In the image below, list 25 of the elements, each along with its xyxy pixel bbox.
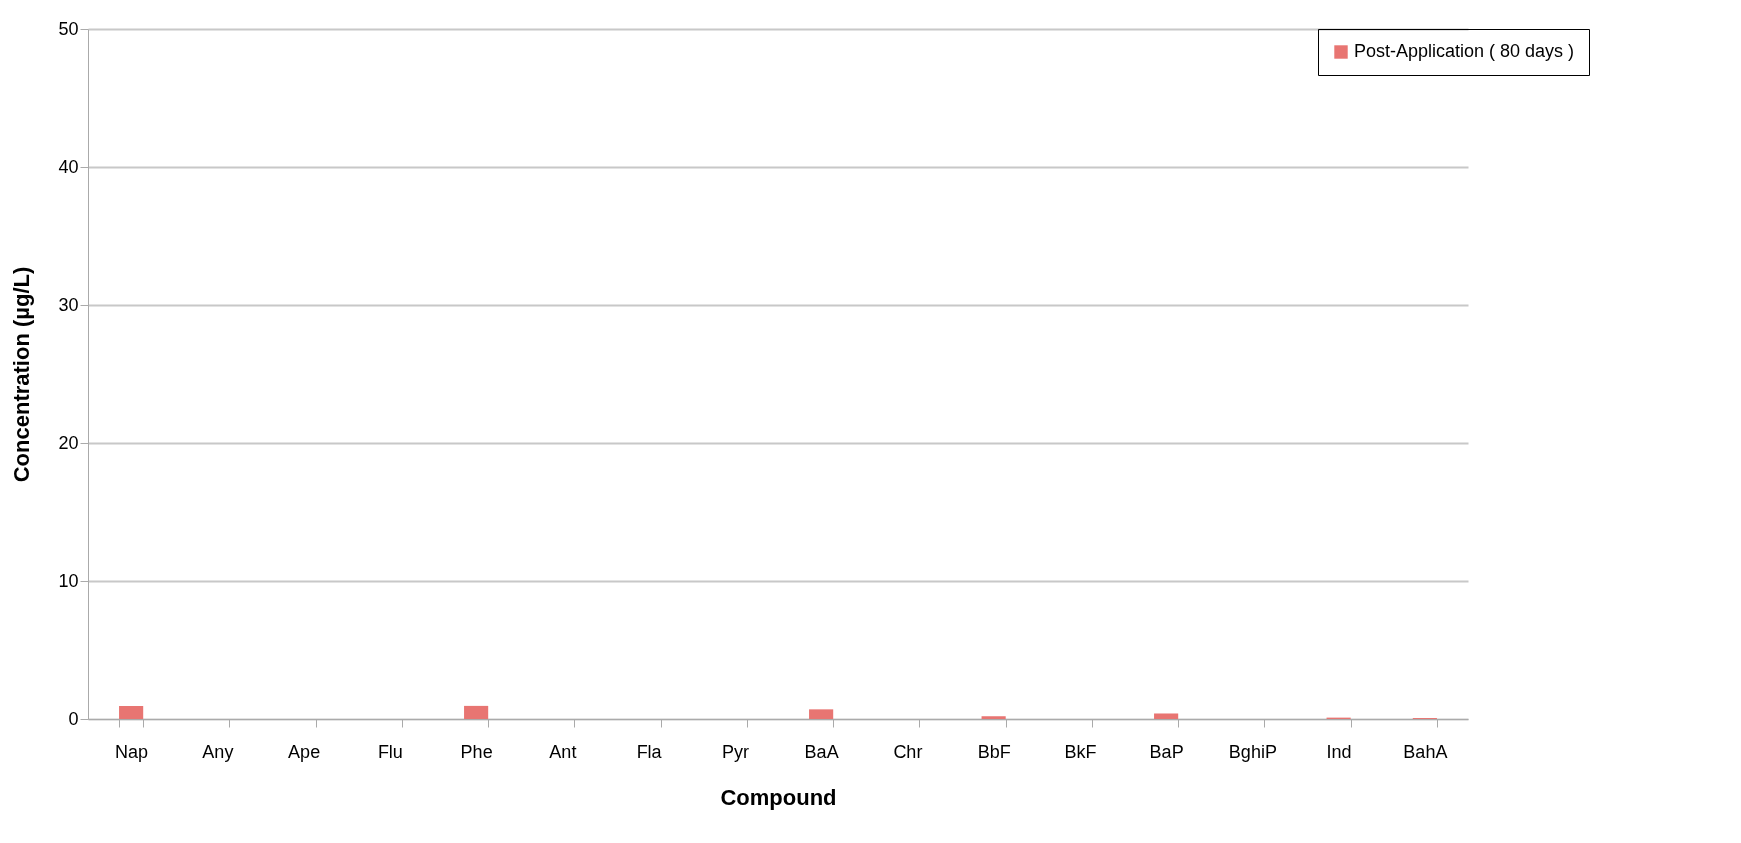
x-tick-label: Ind <box>1326 741 1352 762</box>
y-tick-label: 30 <box>58 294 79 315</box>
x-tick-label: Chr <box>893 741 923 762</box>
x-tick-label: BaP <box>1149 741 1184 762</box>
x-tick-label: BkF <box>1064 741 1097 762</box>
x-tick-label: Any <box>202 741 234 762</box>
y-axis-title: Concentration (µg/L) <box>9 266 35 483</box>
x-tick-label: Flu <box>377 741 403 762</box>
x-tick-label: Pyr <box>721 741 749 762</box>
y-tick-label: 20 <box>58 432 79 453</box>
x-axis-title: Compound <box>720 784 837 810</box>
y-tick-label: 10 <box>58 570 79 591</box>
x-tick-label: Fla <box>636 741 663 762</box>
y-tick-label: 40 <box>58 156 79 177</box>
x-tick-label: Ape <box>288 741 321 762</box>
y-tick-label: 50 <box>58 18 79 39</box>
x-tick-label: BbF <box>977 741 1011 762</box>
x-tick-label: BaA <box>804 741 839 762</box>
y-tick-label: 0 <box>68 708 79 729</box>
x-tick-label: BahA <box>1403 741 1448 762</box>
x-tick-label: Nap <box>115 741 149 762</box>
legend-label: Post-Application ( 80 days ) <box>1354 41 1575 61</box>
x-tick-label: BghiP <box>1228 741 1277 762</box>
x-tick-label: Ant <box>549 741 577 762</box>
x-tick-label: Phe <box>460 741 493 762</box>
